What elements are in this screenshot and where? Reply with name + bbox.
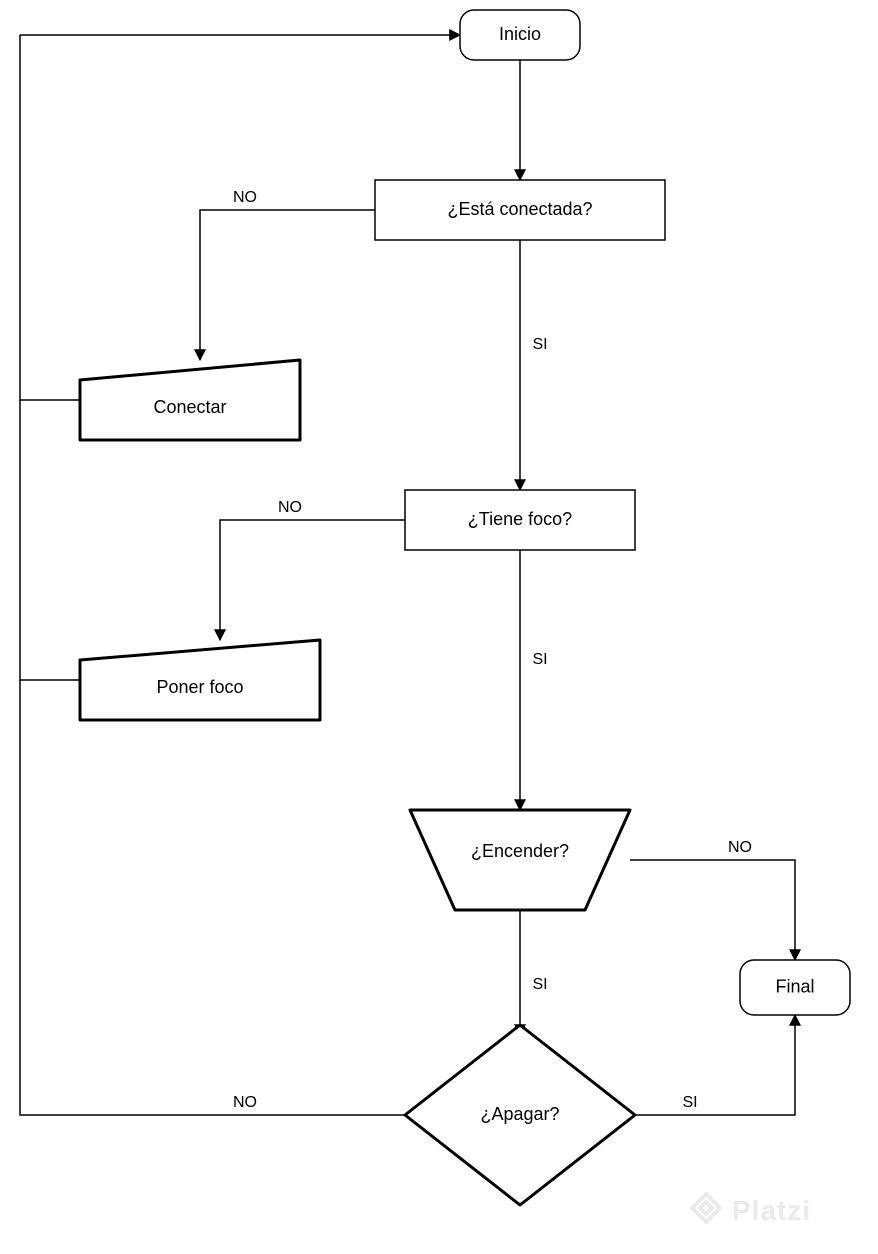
edge-label-encender_si: SI (532, 976, 547, 993)
watermark: Platzi (692, 1194, 811, 1226)
edge-tienefoco_no (220, 520, 405, 640)
edge-label-conectada_si: SI (532, 336, 547, 353)
edge-label-encender_no: NO (728, 839, 752, 856)
edge-label-apagar_si: SI (682, 1094, 697, 1111)
watermark-text: Platzi (732, 1195, 811, 1226)
node-label-tienefoco: ¿Tiene foco? (468, 509, 572, 529)
edge-apagar_no (20, 680, 405, 1115)
edge-label-apagar_no: NO (233, 1094, 257, 1111)
edge-label-tienefoco_si: SI (532, 651, 547, 668)
node-label-encender: ¿Encender? (471, 841, 569, 861)
node-label-conectar: Conectar (153, 397, 226, 417)
node-label-conectada: ¿Está conectada? (447, 199, 592, 219)
node-label-apagar: ¿Apagar? (480, 1104, 559, 1124)
edge-encender_no (630, 860, 795, 960)
node-label-inicio: Inicio (499, 24, 541, 44)
edge-ponerfoco_loop (20, 400, 80, 680)
edge-conectar_loop (20, 35, 80, 400)
flowchart-canvas: NO SI NO SI NO SI SI NO Inicio ¿Está conectada? Co… (0, 0, 878, 1254)
edge-label-conectada_no: NO (233, 189, 257, 206)
node-label-final: Final (775, 976, 814, 996)
node-label-ponerfoco: Poner foco (156, 677, 243, 697)
edge-conectada_no (200, 210, 375, 360)
edge-apagar_si (635, 1015, 795, 1115)
edge-label-tienefoco_no: NO (278, 499, 302, 516)
